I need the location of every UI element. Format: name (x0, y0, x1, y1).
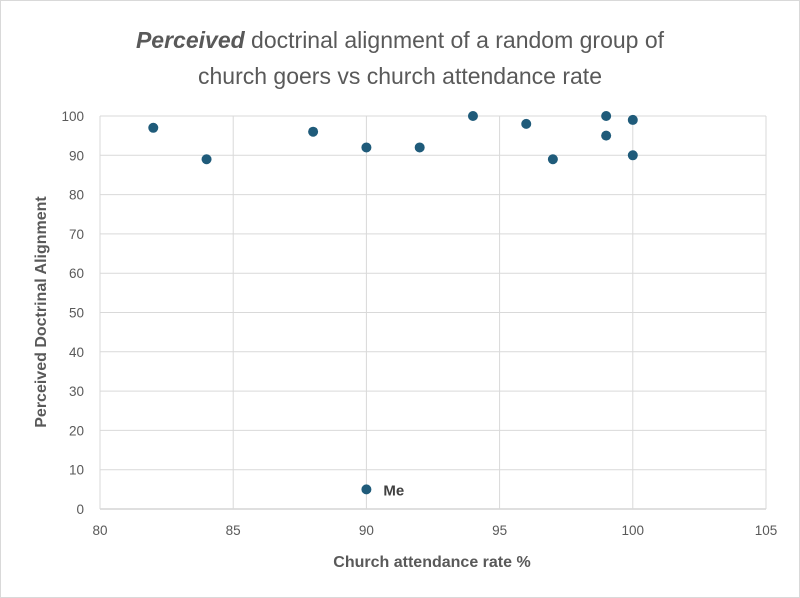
scatter-point (467, 111, 478, 121)
x-tick-label: 95 (492, 523, 507, 538)
x-tick-label: 105 (755, 523, 778, 538)
point-data-label: Me (383, 482, 404, 499)
title-emphasis: Perceived (135, 27, 245, 53)
title-line-1-rest: doctrinal alignment of a random group of (244, 27, 665, 53)
y-tick-label: 40 (69, 345, 84, 360)
x-tick-label: 80 (92, 523, 107, 538)
y-tick-label: 30 (69, 384, 84, 399)
y-tick-label: 100 (61, 109, 84, 124)
y-axis-title: Perceived Doctrinal Alignment (33, 196, 50, 428)
y-tick-label: 90 (69, 148, 84, 163)
x-axis-title: Church attendance rate % (333, 554, 530, 571)
y-tick-label: 60 (69, 266, 84, 281)
scatter-point (547, 154, 558, 165)
y-tick-label: 70 (69, 227, 84, 242)
scatter-point (414, 142, 425, 153)
scatter-point (601, 130, 612, 141)
scatter-point (308, 126, 319, 137)
scatter-point (148, 122, 159, 133)
y-tick-label: 0 (76, 502, 84, 517)
scatter-point (601, 111, 612, 121)
y-tick-label: 10 (69, 463, 84, 478)
gridlines (99, 115, 767, 510)
y-axis-ticks: 0 10 20 30 40 50 60 70 80 90 100 (61, 109, 84, 517)
scatter-point (361, 142, 372, 153)
scatter-point (361, 484, 372, 495)
chart-title-line-2: church goers vs church attendance rate (197, 63, 602, 89)
y-tick-label: 50 (69, 306, 84, 321)
y-tick-label: 20 (69, 423, 84, 438)
data-points: Me (148, 111, 638, 499)
x-tick-label: 90 (359, 523, 374, 538)
y-tick-label: 80 (69, 188, 84, 203)
chart-title: Perceived doctrinal alignment of a rando… (0, 22, 800, 94)
scatter-point (521, 118, 532, 129)
scatter-point (201, 154, 212, 165)
scatter-point (627, 114, 638, 125)
scatter-point (627, 150, 638, 161)
x-tick-label: 100 (622, 523, 645, 538)
x-axis-ticks: 80 85 90 95 100 105 (92, 523, 777, 538)
chart-title-line-1: Perceived doctrinal alignment of a rando… (0, 22, 800, 58)
x-tick-label: 85 (226, 523, 241, 538)
